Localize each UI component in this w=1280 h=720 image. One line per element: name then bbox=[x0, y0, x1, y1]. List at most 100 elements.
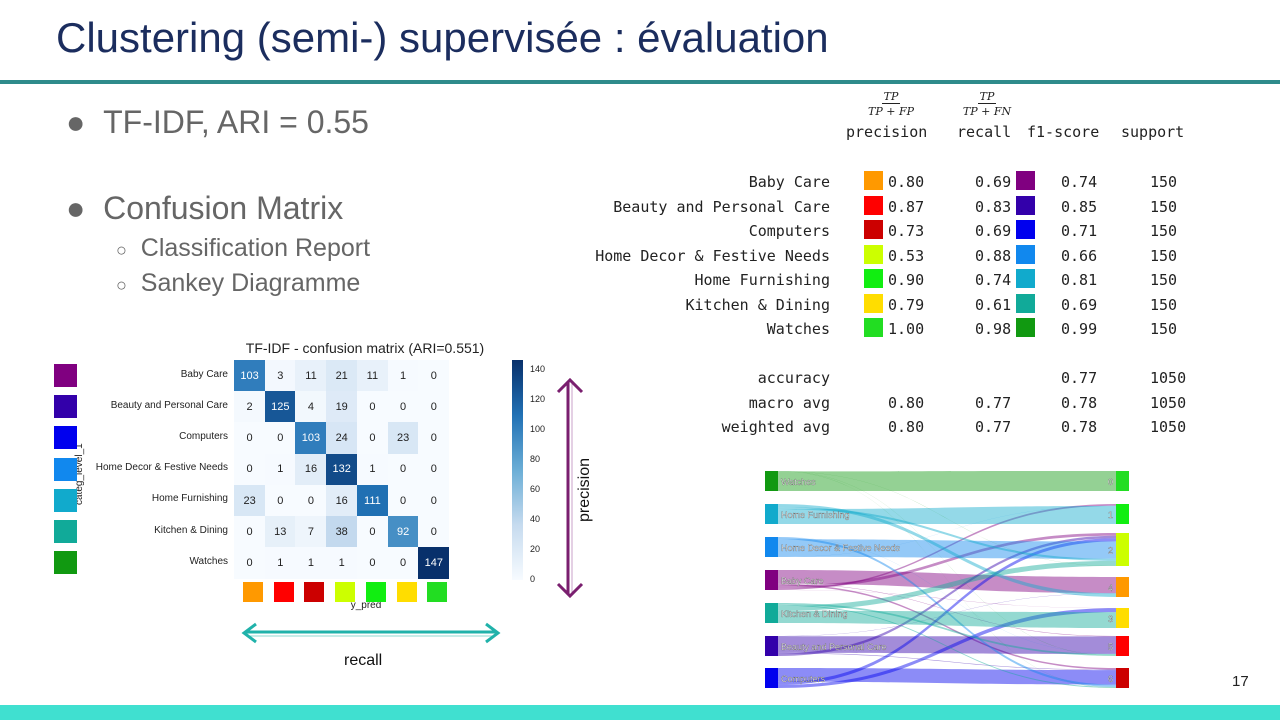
sankey-right-node bbox=[1116, 471, 1129, 491]
report-f1-watches: 0.99 bbox=[1061, 320, 1098, 338]
sankey-link bbox=[778, 610, 1116, 628]
report-support-baby-care: 150 bbox=[1150, 173, 1178, 191]
sankey-left-label: Kitchen & Dining bbox=[781, 609, 848, 619]
report-true-swatch-watches bbox=[1016, 318, 1035, 337]
confusion-matrix-title: TF-IDF - confusion matrix (ARI=0.551) bbox=[245, 340, 485, 356]
sankey-right-label: 2 bbox=[1108, 546, 1113, 556]
recall-label: recall bbox=[344, 652, 383, 669]
subbullet-sankey: ○ Sankey Diagramme bbox=[116, 269, 360, 298]
report-recall-watches: 0.98 bbox=[975, 320, 1012, 338]
sankey-link bbox=[778, 537, 1116, 655]
report-summary-label-weighted-avg: weighted avg bbox=[721, 418, 830, 436]
report-true-swatch-home-furnishing bbox=[1016, 269, 1035, 288]
report-header-precision: precision bbox=[846, 123, 928, 141]
bullet-tfidf: ● TF-IDF, ARI = 0.55 bbox=[66, 104, 369, 141]
report-recall-kitchen-dining: 0.61 bbox=[975, 296, 1012, 314]
cm-cell: 0 bbox=[264, 422, 296, 455]
report-f1-kitchen-dining: 0.69 bbox=[1061, 296, 1098, 314]
bullet-dot: ● bbox=[66, 190, 86, 226]
report-recall-beauty-and-personal-care: 0.83 bbox=[975, 198, 1012, 216]
cm-cell: 0 bbox=[418, 516, 450, 548]
cm-col-color-swatch bbox=[365, 582, 386, 602]
report-row-label-watches: Watches bbox=[766, 320, 830, 338]
cm-cell: 16 bbox=[326, 484, 358, 517]
report-true-swatch-computers bbox=[1016, 220, 1035, 239]
cm-cell: 1 bbox=[264, 453, 296, 486]
cm-cell: 0 bbox=[387, 547, 419, 579]
report-support-beauty-and-personal-care: 150 bbox=[1150, 198, 1178, 216]
cm-cell: 0 bbox=[234, 516, 266, 548]
sankey-left-label: Computers bbox=[781, 674, 826, 684]
cm-cell: 0 bbox=[356, 547, 388, 579]
cm-cell: 0 bbox=[356, 422, 388, 455]
cm-cell: 11 bbox=[295, 360, 327, 392]
sankey-left-node bbox=[765, 636, 778, 656]
sankey-left-label: Baby Care bbox=[781, 576, 824, 586]
colorbar-tick: 140 bbox=[530, 364, 546, 375]
sankey-left-label: Home Furnishing bbox=[781, 510, 850, 520]
bullet-tfidf-text: TF-IDF, ARI = 0.55 bbox=[103, 104, 369, 140]
report-support-computers: 150 bbox=[1150, 222, 1178, 240]
bullet-confusion: ● Confusion Matrix bbox=[66, 190, 343, 227]
recall-arrow bbox=[241, 622, 501, 644]
cm-cell: 13 bbox=[264, 516, 296, 548]
report-summary-recall-weighted-avg: 0.77 bbox=[975, 418, 1012, 436]
cm-row-label-baby-care: Baby Care bbox=[180, 368, 228, 380]
sankey-link bbox=[778, 583, 1116, 637]
report-header-support: support bbox=[1121, 123, 1185, 141]
sankey-right-node bbox=[1116, 577, 1129, 597]
report-f1-beauty-and-personal-care: 0.85 bbox=[1061, 198, 1098, 216]
report-row-label-computers: Computers bbox=[748, 222, 830, 240]
report-pred-swatch-kitchen-dining bbox=[864, 294, 883, 313]
sankey-right-node bbox=[1116, 608, 1129, 628]
subbullet-circle: ○ bbox=[116, 275, 127, 295]
cm-col-color-swatch bbox=[335, 582, 356, 602]
sankey-link bbox=[778, 608, 1116, 688]
report-precision-kitchen-dining: 0.79 bbox=[888, 296, 925, 314]
sankey-link bbox=[778, 603, 1116, 656]
recall-formula: TP TP + FN bbox=[952, 90, 1022, 118]
cm-cell: 147 bbox=[418, 547, 450, 579]
sankey-right-node bbox=[1116, 636, 1129, 656]
sankey-right-node bbox=[1116, 533, 1129, 566]
report-true-swatch-beauty-and-personal-care bbox=[1016, 196, 1035, 215]
precision-label: precision bbox=[576, 457, 593, 522]
report-recall-baby-care: 0.69 bbox=[975, 173, 1012, 191]
cm-cell: 19 bbox=[326, 391, 358, 423]
cm-cell: 0 bbox=[418, 391, 450, 423]
cm-cell: 0 bbox=[234, 547, 266, 579]
cm-row-label-home-decor-festive-needs: Home Decor & Festive Needs bbox=[95, 462, 228, 474]
cm-cell: 0 bbox=[387, 391, 419, 423]
report-recall-home-furnishing: 0.74 bbox=[975, 271, 1012, 289]
sankey-link bbox=[778, 471, 1116, 656]
cm-row-label-computers: Computers bbox=[179, 431, 228, 442]
recall-formula-den: TP + FN bbox=[962, 105, 1012, 118]
precision-formula-den: TP + FP bbox=[868, 105, 914, 118]
cm-cell: 0 bbox=[418, 360, 450, 392]
sankey-link bbox=[778, 505, 1116, 524]
report-row-label-kitchen-dining: Kitchen & Dining bbox=[685, 296, 831, 314]
page-number: 17 bbox=[1232, 673, 1249, 690]
sankey-link bbox=[778, 505, 1116, 557]
colorbar-tick: 100 bbox=[530, 424, 546, 435]
report-summary-support-weighted-avg: 1050 bbox=[1150, 418, 1187, 436]
report-support-home-furnishing: 150 bbox=[1150, 271, 1178, 289]
report-row-label-baby-care: Baby Care bbox=[748, 173, 830, 191]
cm-cell: 103 bbox=[295, 422, 327, 455]
sankey-right-node bbox=[1116, 668, 1129, 688]
sankey-left-node bbox=[765, 570, 778, 590]
cm-row-color-baby-care bbox=[54, 364, 77, 387]
report-f1-home-furnishing: 0.81 bbox=[1061, 271, 1098, 289]
cm-cell: 1 bbox=[356, 453, 388, 486]
cm-cell: 103 bbox=[234, 360, 266, 392]
sankey-link bbox=[778, 471, 1116, 491]
sankey-link bbox=[778, 560, 1116, 611]
report-true-swatch-baby-care bbox=[1016, 171, 1035, 190]
cm-col-color-swatch bbox=[243, 582, 263, 602]
report-pred-swatch-home-decor-festive-needs bbox=[864, 245, 883, 264]
sankey-link bbox=[778, 589, 1116, 609]
colorbar-tick: 120 bbox=[530, 394, 546, 405]
sankey-left-node bbox=[765, 504, 778, 524]
slide-title: Clustering (semi-) supervisée : évaluati… bbox=[56, 14, 829, 61]
confusion-matrix-xlabel: y_pred bbox=[350, 600, 382, 611]
